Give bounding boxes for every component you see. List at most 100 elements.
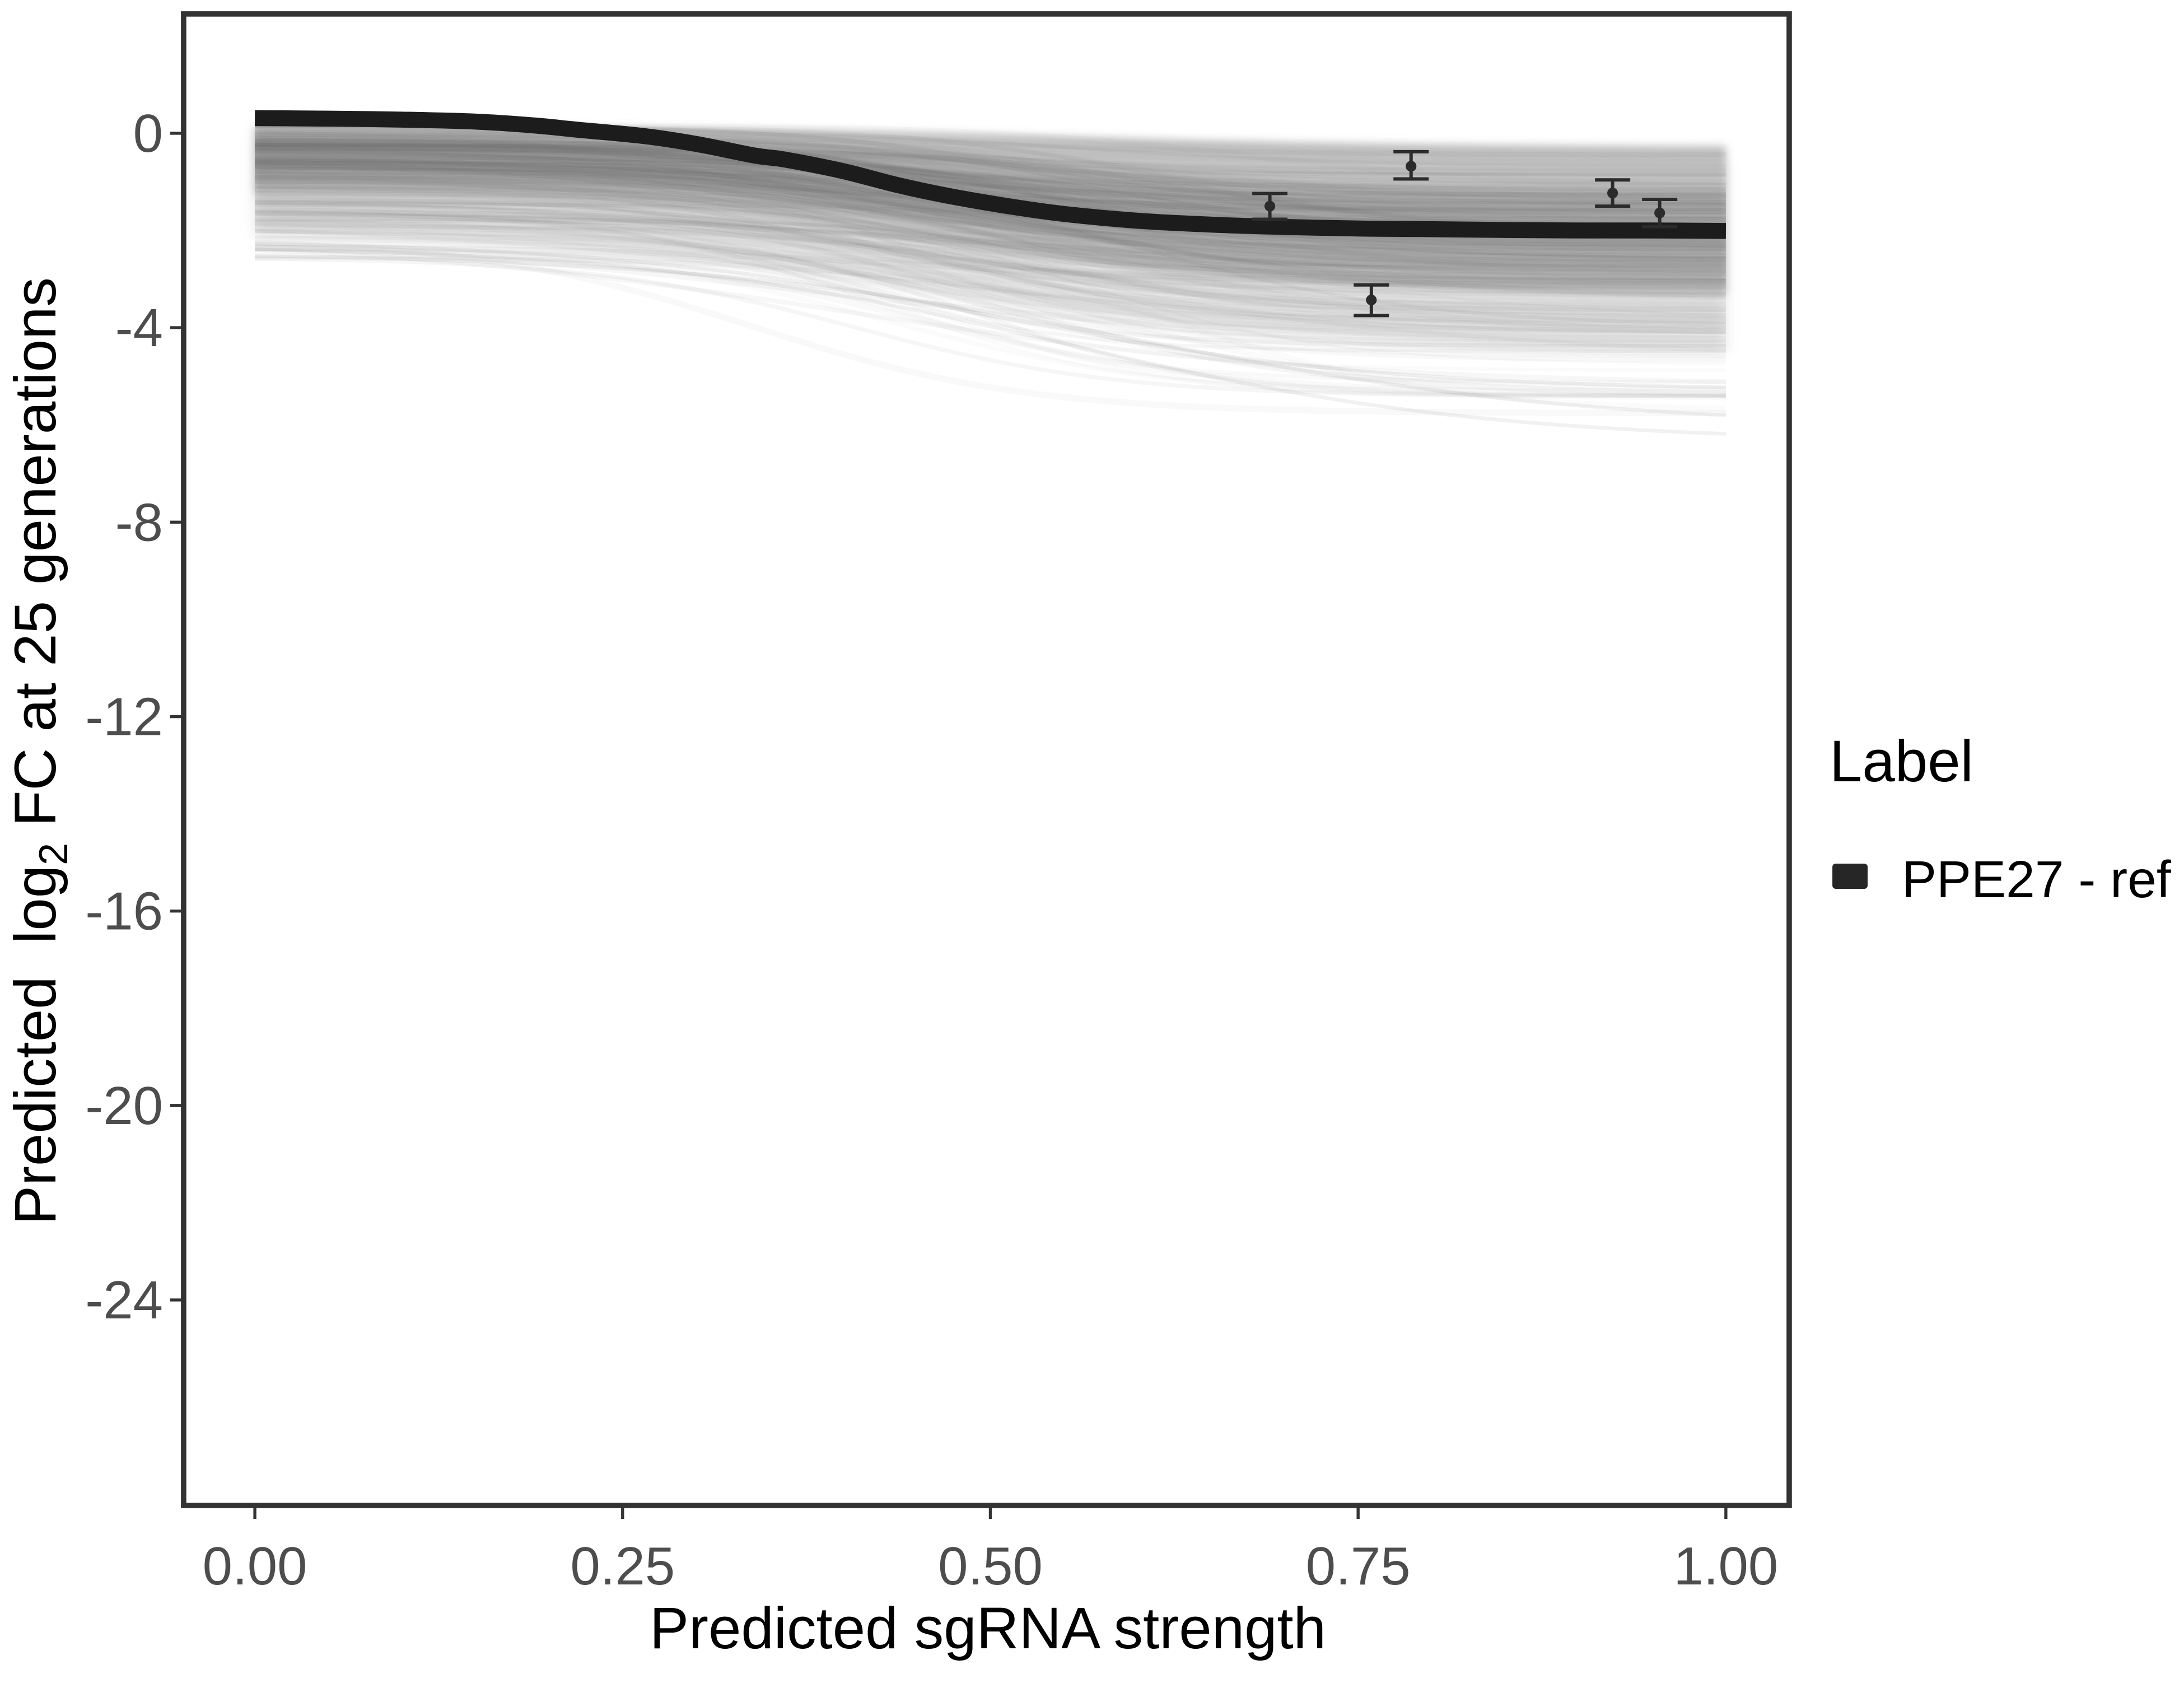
ensemble-line (255, 133, 1726, 182)
ensemble-line (255, 151, 1726, 245)
ensemble-line (255, 190, 1726, 244)
ensemble-line (255, 147, 1726, 263)
ensemble-line (255, 135, 1726, 213)
ensemble-line (255, 151, 1726, 192)
error-bar-point (1642, 197, 1678, 229)
ensemble-line (254, 171, 1726, 288)
ensemble-line (255, 199, 1726, 310)
x-axis-title: Predicted sgRNA strength (650, 1596, 1326, 1661)
ensemble-line (255, 138, 1726, 213)
ensemble-line (255, 167, 1726, 279)
ensemble-line (255, 257, 1726, 399)
ensemble-line (255, 138, 1726, 201)
panel-border (181, 11, 1792, 1508)
ensemble-line (255, 255, 1726, 334)
error-bar-point (1252, 192, 1288, 221)
ensemble-line (255, 229, 1726, 329)
y-axis-title-post: FC at 25 generations (3, 277, 68, 843)
ensemble-line (255, 183, 1726, 262)
ensemble-line (255, 143, 1726, 218)
ensemble-line (255, 151, 1726, 249)
ensemble-line (255, 195, 1726, 289)
data-point-dot (1264, 201, 1276, 212)
data-point-dot (1607, 188, 1618, 199)
ensemble-line (255, 161, 1726, 216)
ensemble-line (255, 198, 1726, 329)
ensemble-line (254, 129, 1726, 208)
ensemble-line (255, 150, 1726, 265)
y-tick-label: -20 (85, 1076, 163, 1136)
ensemble-line (255, 133, 1726, 201)
ensemble-line (255, 229, 1726, 398)
error-bar-point (1393, 150, 1429, 181)
data-point-dot (1406, 161, 1417, 172)
ensemble-line (255, 206, 1726, 285)
ensemble-line (254, 195, 1726, 274)
ensemble-line (254, 144, 1726, 265)
ensemble-line (255, 138, 1726, 204)
y-axis-title-log: log (3, 865, 68, 944)
ensemble-line (255, 172, 1726, 274)
ensemble-line (255, 139, 1726, 185)
y-axis-title: Predicted log2 FC at 25 generations (3, 277, 76, 1225)
ensemble-line (255, 132, 1726, 213)
ensemble-line (255, 219, 1726, 397)
ensemble-line (255, 144, 1726, 207)
ensemble-line (255, 197, 1726, 313)
ensemble-line (255, 143, 1726, 176)
ensemble-line (255, 161, 1726, 241)
ensemble-line (255, 203, 1726, 265)
ensemble-line (255, 136, 1726, 221)
ensemble-line (255, 239, 1726, 347)
ensemble-line (255, 226, 1726, 293)
ensemble-line (255, 143, 1726, 199)
ensemble-line (255, 186, 1726, 291)
error-bar-layer (1252, 150, 1678, 318)
ensemble-line (255, 174, 1726, 269)
x-tick-label: 1.00 (1673, 1536, 1778, 1596)
ensemble-line (255, 137, 1726, 205)
ensemble-line (255, 125, 1726, 222)
y-tick-label: -4 (115, 298, 163, 358)
y-axis-title-sub: 2 (31, 843, 76, 865)
ensemble-line (255, 184, 1726, 260)
ensemble-line (255, 152, 1726, 196)
y-tick-label: -24 (85, 1270, 163, 1330)
ref-line-layer (255, 110, 1726, 239)
ensemble-line (255, 138, 1726, 247)
ensemble-line (255, 164, 1726, 261)
ensemble-line (255, 165, 1726, 260)
ensemble-outlier-line (255, 241, 1726, 390)
data-point-dot (1654, 207, 1665, 218)
ensemble-line (255, 164, 1726, 263)
y-tick-label: 0 (133, 104, 163, 164)
ensemble-line (255, 175, 1726, 250)
ensemble-line (255, 177, 1726, 283)
ensemble-line (255, 161, 1726, 242)
ref-line (255, 110, 1726, 239)
y-axis: 0 -4 -8 -12 -16 -20 -24 (85, 104, 184, 1330)
ensemble-line (255, 160, 1726, 222)
ensemble-line (255, 220, 1726, 335)
ensemble-line (255, 148, 1726, 250)
ensemble-line (254, 244, 1726, 342)
data-point-dot (1366, 295, 1377, 306)
ensemble-line (255, 129, 1726, 178)
ensemble-line (255, 145, 1726, 205)
ensemble-line (255, 142, 1726, 243)
x-tick-label: 0.25 (570, 1536, 675, 1596)
ensemble-line (255, 168, 1726, 293)
ensemble-line (255, 187, 1726, 334)
ensemble-line (255, 244, 1726, 289)
ensemble-line (255, 207, 1726, 384)
ensemble-line (255, 212, 1726, 362)
ensemble-line (255, 157, 1726, 198)
ensemble-line (255, 210, 1726, 344)
ensemble-line (255, 229, 1726, 284)
legend-entry-label: PPE27 - ref (1902, 850, 2171, 908)
ensemble-line (255, 157, 1726, 299)
ensemble-line (255, 219, 1726, 265)
ensemble-line (255, 140, 1726, 231)
ensemble-outlier-line (255, 247, 1726, 436)
error-bar-point (1595, 178, 1631, 208)
